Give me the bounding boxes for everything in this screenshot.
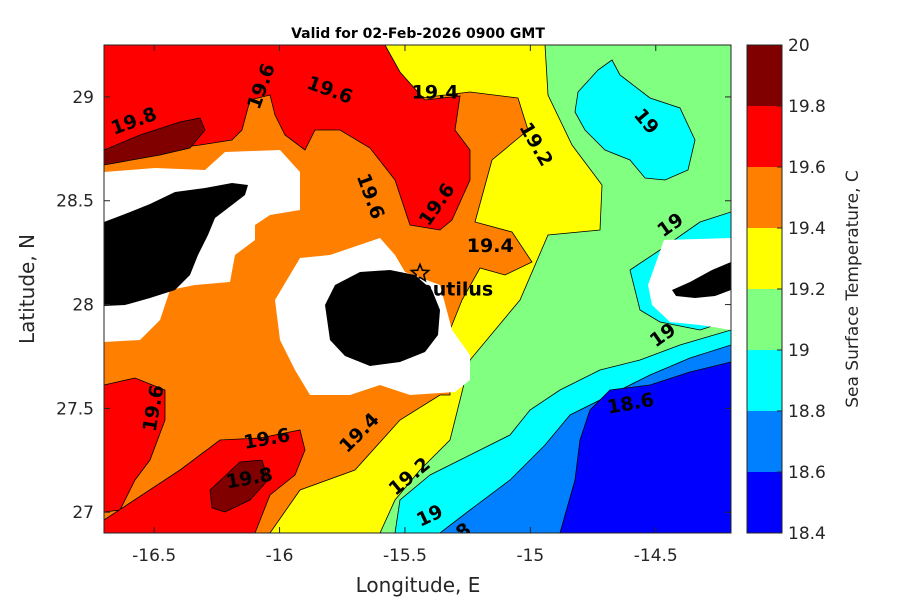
colorbar-segment: [747, 228, 782, 289]
colorbar-segment: [747, 45, 782, 106]
band-19.6-19.8-north: [104, 45, 471, 231]
colorbar-tick-label: 18.4: [788, 524, 826, 544]
x-axis-label: Longitude, E: [356, 573, 481, 597]
colorbar-tick-label: 19.4: [788, 219, 826, 239]
y-axis-label: Latitude, N: [15, 234, 39, 344]
x-tick-label: -15.5: [383, 546, 427, 566]
contour-label: 19.4: [412, 81, 459, 103]
colorbar-segment: [747, 289, 782, 350]
x-tick-label: -16: [266, 546, 294, 566]
colorbar-tick-label: 18.8: [788, 402, 826, 422]
chart-title: Valid for 02-Feb-2026 0900 GMT: [291, 26, 545, 42]
colorbar: 18.4 18.6 18.8 19 19.2 19.4 19.6 19.8 20: [746, 36, 826, 544]
colorbar-segment: [747, 350, 782, 411]
y-tick-label: 29: [72, 88, 94, 108]
x-tick-label: -14.5: [634, 546, 678, 566]
plot-border: [103, 44, 732, 534]
band-19.6-19.8-west: [104, 377, 166, 513]
band-18.8-19.0-ne: [574, 59, 696, 181]
star-marker-icon: [409, 262, 431, 283]
colorbar-segment: [747, 411, 782, 472]
x-tick-label: -16.5: [132, 546, 176, 566]
x-tick-label: -15: [516, 546, 544, 566]
band-18.4-18.6: [559, 361, 731, 533]
colorbar-tick-label: 19: [788, 341, 810, 361]
colorbar-tick-label: 19.8: [788, 97, 826, 117]
y-tick-label: 28.5: [56, 192, 94, 212]
colorbar-tick-label: 19.6: [788, 158, 826, 178]
band-19.8-20-north: [104, 117, 206, 166]
colorbar-label: Sea Surface Temperature, C: [843, 170, 863, 408]
x-axis: -16.5 -16 -15.5 -15 -14.5: [132, 45, 678, 566]
annotation-label: Nautilus: [404, 278, 493, 300]
contour-label: 19.4: [467, 235, 514, 257]
island-fuerteventura: [672, 262, 731, 298]
colorbar-segment: [747, 472, 782, 533]
y-tick-label: 27: [72, 503, 94, 523]
y-tick-label: 28: [72, 296, 94, 316]
colorbar-segment: [747, 106, 782, 167]
y-tick-label: 27.5: [56, 399, 94, 419]
band-19.8-20-south: [209, 459, 269, 513]
y-axis: 27 27.5 28 28.5 29: [56, 88, 731, 523]
annotations: Nautilus: [404, 262, 493, 300]
colorbar-segment: [747, 167, 782, 228]
colorbar-tick-label: 19.2: [788, 280, 826, 300]
island-gran-canaria: [325, 270, 440, 366]
island-tenerife: [104, 183, 248, 306]
colorbar-tick-label: 20: [788, 36, 810, 56]
colorbar-tick-label: 18.6: [788, 463, 826, 483]
band-19.6-19.8-south: [104, 429, 306, 533]
